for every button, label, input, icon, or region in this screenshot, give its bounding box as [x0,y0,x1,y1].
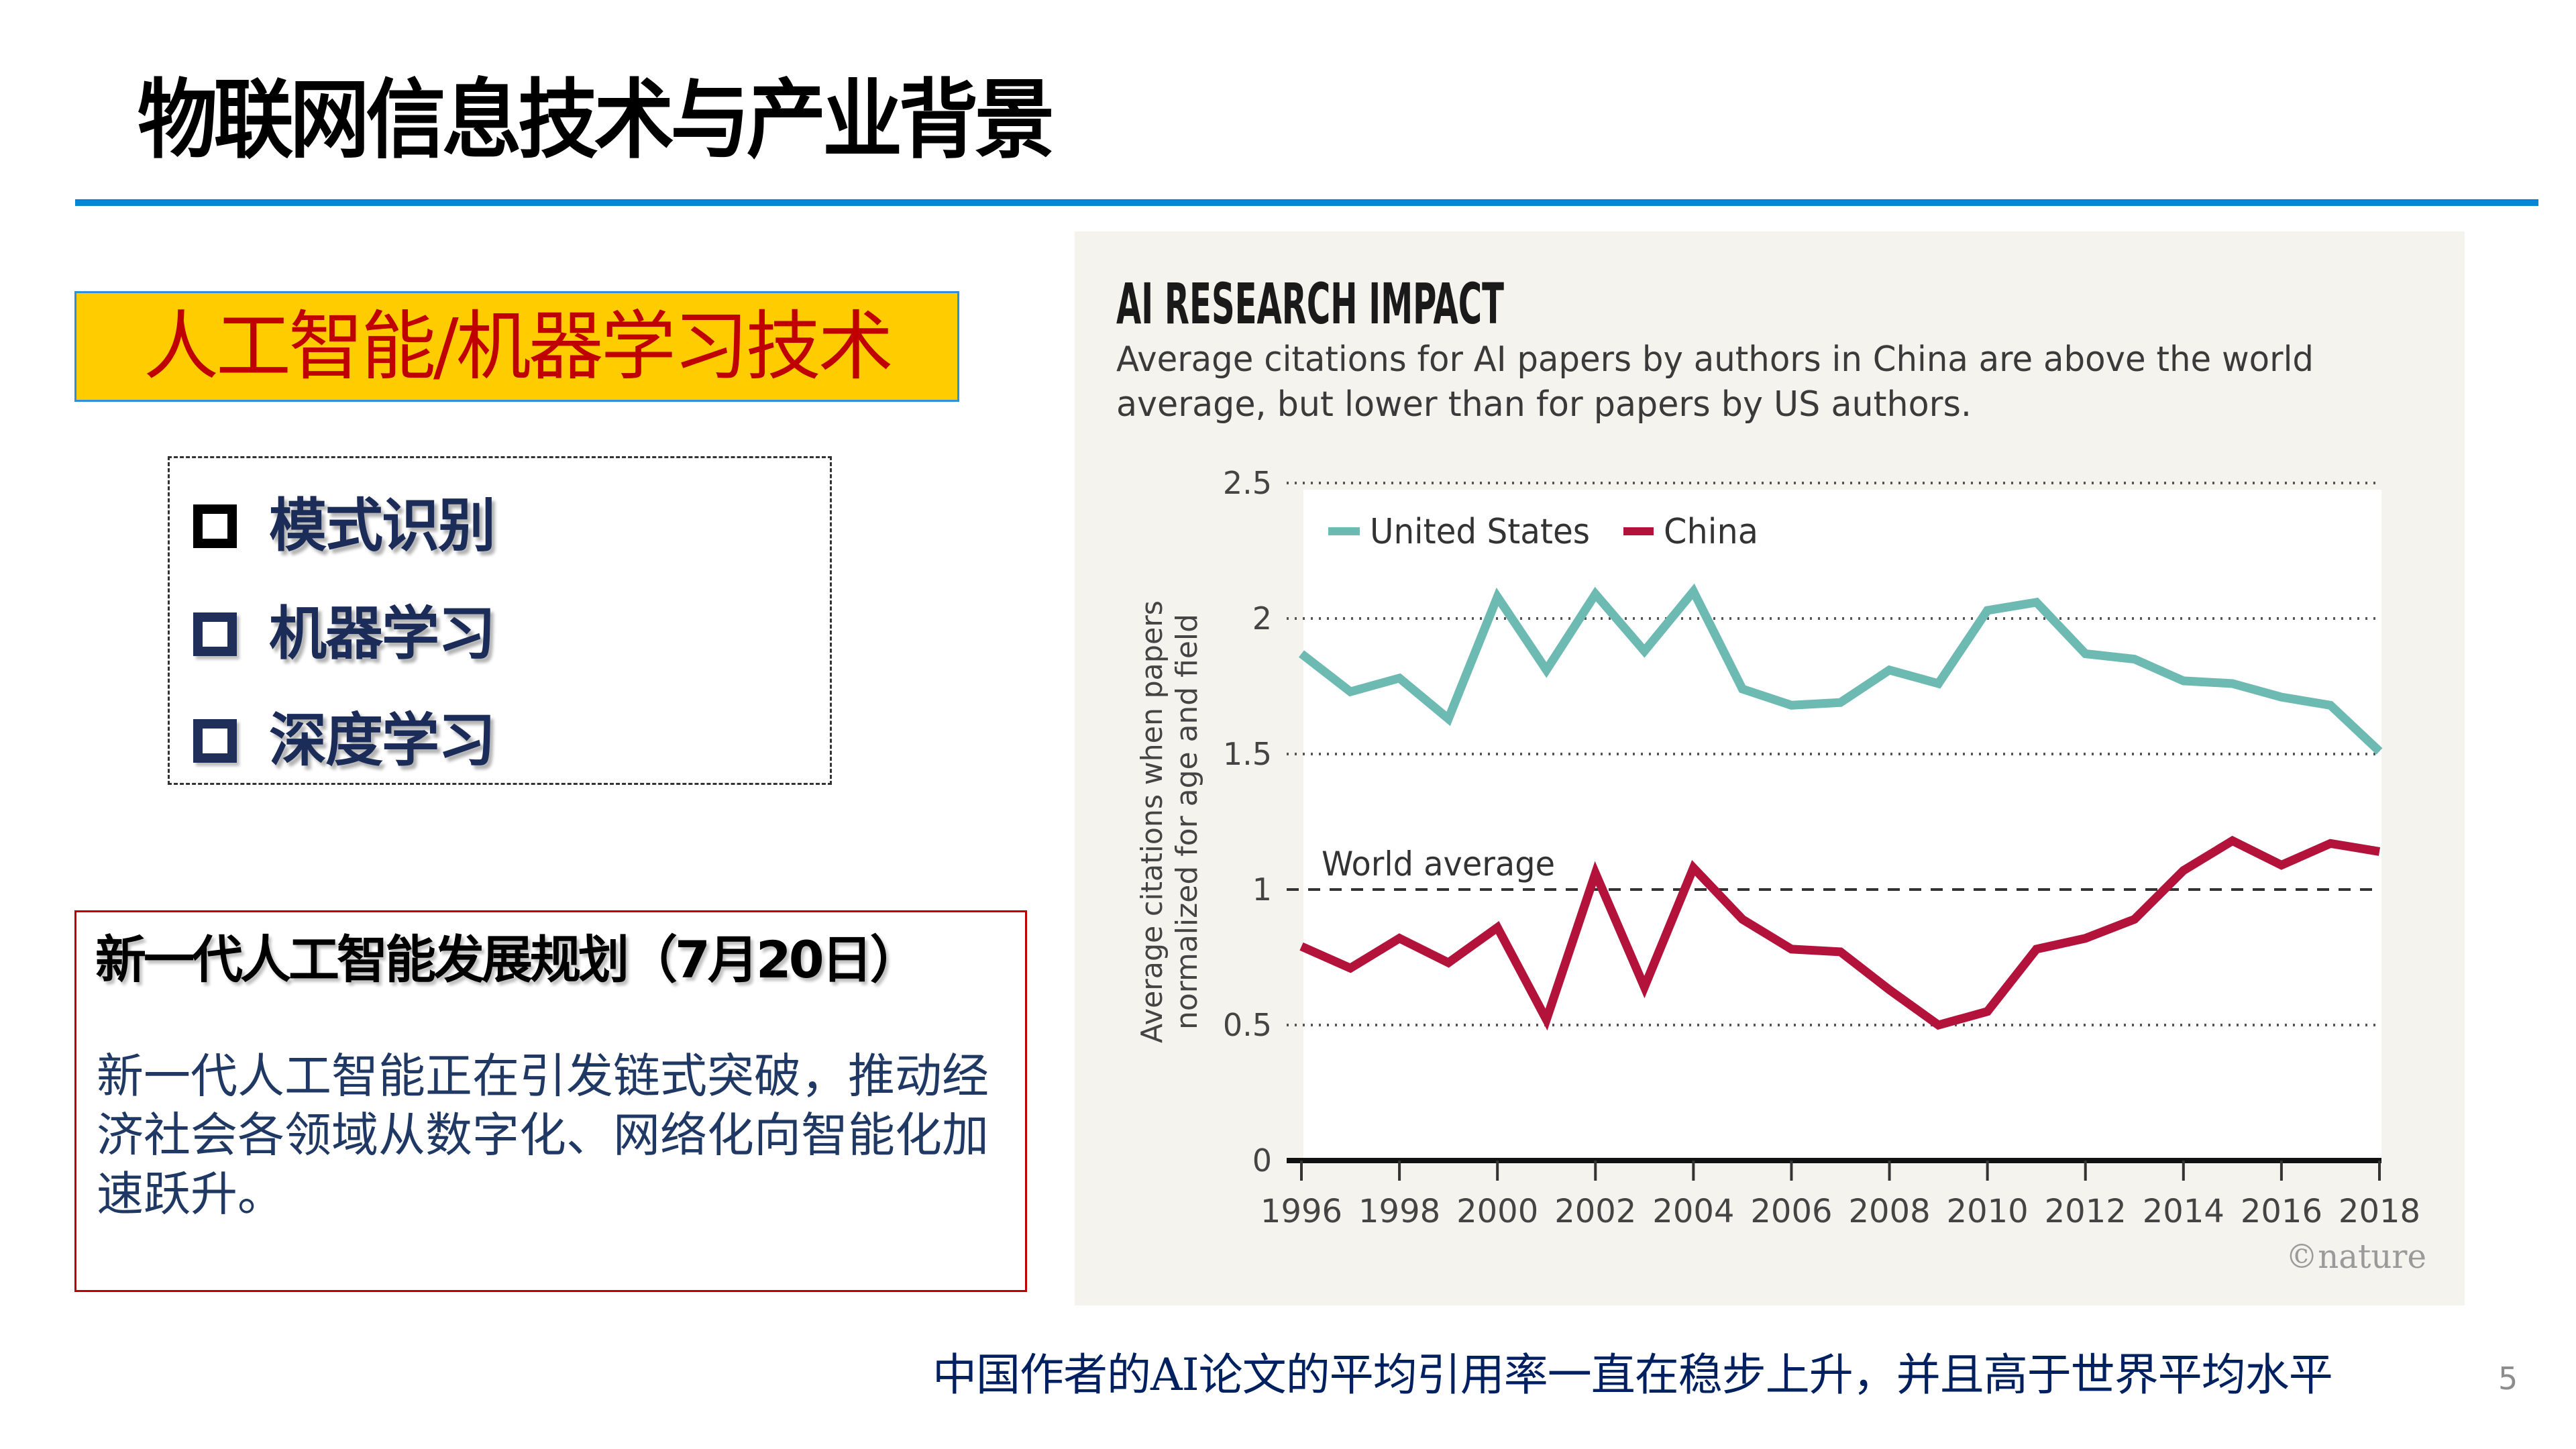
x-tick-label: 2000 [1456,1193,1538,1230]
y-tick-label: 0.5 [1223,1007,1272,1043]
chart-subtitle-line: Average citations for AI papers by autho… [1116,339,2314,380]
x-tick-label: 2016 [2241,1193,2322,1230]
x-tick-label: 2008 [1848,1193,1930,1230]
x-tick-label: 2006 [1750,1193,1832,1230]
x-tick-label: 1996 [1260,1193,1342,1230]
y-tick-label: 2.5 [1223,465,1272,501]
topic-item: 深度学习 [193,707,496,774]
chart-title: AI RESEARCH IMPACT [1116,271,1504,337]
nature-credit-logo: ©nature [2286,1237,2426,1276]
checkbox-icon [193,612,237,656]
page-title: 物联网信息技术与产业背景 [138,70,1055,170]
x-tick-label: 2004 [1652,1193,1734,1230]
plan-body: 新一代人工智能正在引发链式突破，推动经济社会各领域从数字化、网络化向智能化加速跃… [97,1049,989,1222]
section-banner-label: 人工智能/机器学习技术 [144,303,894,390]
x-tick-label: 2018 [2339,1193,2420,1230]
x-tick-label: 2002 [1554,1193,1636,1230]
topic-label: 机器学习 [269,600,496,667]
topic-item: 机器学习 [193,600,496,667]
plan-box: 新一代人工智能发展规划（7月20日） 新一代人工智能正在引发链式突破，推动经济社… [74,910,1027,1292]
page-number: 5 [2498,1360,2518,1397]
topic-item: 模式识别 [193,492,496,559]
title-divider [75,199,2538,206]
x-tick-label: 2014 [2143,1193,2224,1230]
y-axis-label-line: normalized for age and field [1170,614,1204,1030]
slide-caption: 中国作者的AI论文的平均引用率一直在稳步上升，并且高于世界平均水平 [932,1349,2333,1401]
legend-label-china: China [1664,512,1758,552]
y-tick-label: 1.5 [1223,736,1272,772]
chart-subtitle-line: average, but lower than for papers by US… [1116,384,1972,425]
plot-area [1303,490,2381,1161]
checkbox-icon [193,718,237,763]
topic-list: 模式识别 机器学习 深度学习 [168,456,832,785]
topic-label: 深度学习 [269,707,496,774]
world-average-label: World average [1322,845,1555,883]
topic-label: 模式识别 [269,492,496,559]
y-tick-label: 2 [1252,600,1272,637]
y-axis-label-line: Average citations when papers [1135,600,1169,1043]
x-tick-label: 1998 [1358,1193,1440,1230]
x-tick-label: 2010 [1947,1193,2029,1230]
plan-heading: 新一代人工智能发展规划（7月20日） [95,930,921,989]
checkbox-icon [193,504,237,548]
y-tick-label: 1 [1252,871,1272,908]
chart-panel: AI RESEARCH IMPACT Average citations for… [1075,231,2465,1305]
x-tick-label: 2012 [2045,1193,2127,1230]
y-tick-label: 0 [1252,1142,1272,1179]
line-chart: AI RESEARCH IMPACT Average citations for… [1116,271,2426,1276]
section-banner: 人工智能/机器学习技术 [74,291,959,402]
legend-label-us: United States [1370,512,1590,552]
